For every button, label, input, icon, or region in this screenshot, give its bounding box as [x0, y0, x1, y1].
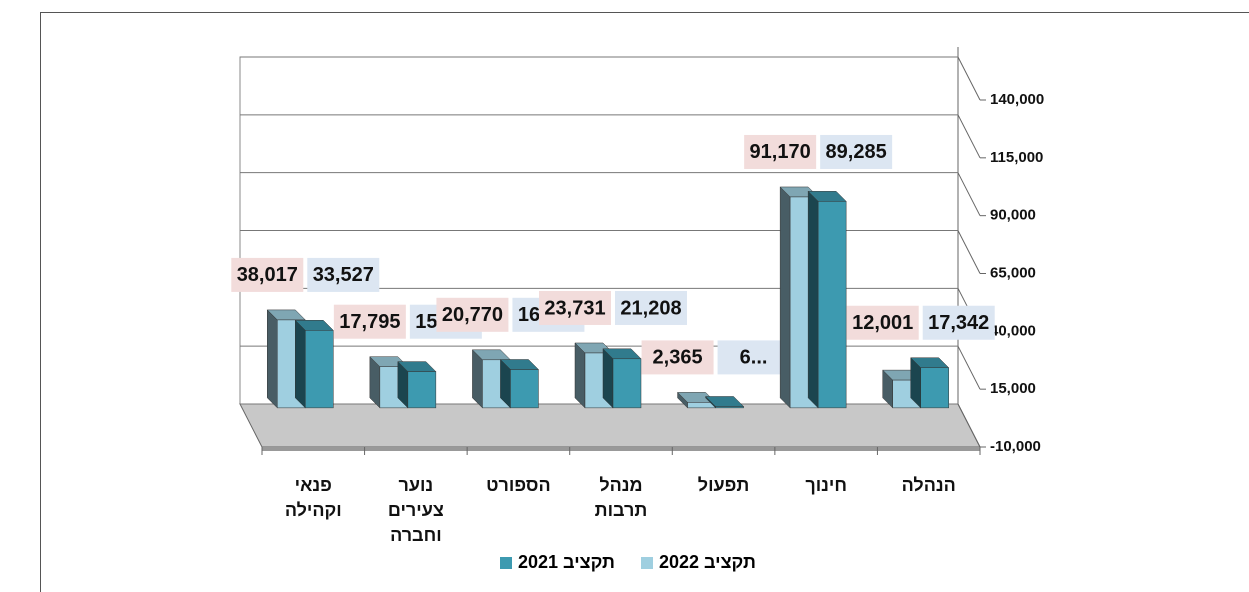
x-tick-label: הספורט [486, 475, 551, 495]
data-label-text: 17,795 [339, 311, 400, 333]
data-label-text: 12,001 [852, 312, 913, 334]
y-tick-label: 65,000 [990, 264, 1036, 281]
data-label-bg [641, 340, 714, 375]
tick-mark [957, 403, 981, 448]
data-label: 2,365 [641, 340, 714, 375]
data-label-bg [922, 305, 995, 340]
y-tick-label: 40,000 [990, 322, 1036, 339]
data-label-bg [539, 290, 611, 325]
legend-item: תקציב 2022 [640, 552, 756, 573]
bar-side [574, 342, 586, 409]
y-tick-label: 90,000 [990, 207, 1036, 224]
bar-side [267, 309, 278, 409]
bar [807, 190, 847, 409]
bar [369, 356, 409, 409]
x-tick-label: חינוך [805, 475, 847, 495]
bar-side [295, 319, 306, 409]
x-tick-label: תפעול [697, 475, 750, 495]
data-label: 23,731 [539, 290, 611, 325]
legend: תקציב 2021 תקציב 2022 [500, 552, 756, 573]
data-label: 17,342 [922, 305, 995, 340]
data-label: 17,795 [333, 304, 406, 339]
bar [676, 391, 717, 409]
legend-label: תקציב 2022 [658, 552, 756, 572]
data-label-bg [846, 305, 919, 340]
y-tick-label: -10,000 [990, 438, 1041, 455]
bar-front [817, 201, 847, 409]
tick-mark [957, 172, 981, 216]
x-tick-label: פנאי וקהילה [284, 475, 342, 520]
data-label-text: 21,208 [620, 297, 681, 319]
floor [239, 403, 981, 448]
bar-side [602, 348, 614, 409]
data-label: 6... [717, 340, 790, 375]
data-label-text: 33,527 [313, 264, 374, 286]
bar [499, 358, 540, 409]
data-label-bg [231, 257, 304, 292]
bar-side [779, 186, 791, 409]
data-label-text: 23,731 [544, 297, 605, 319]
tick-mark [957, 230, 981, 274]
data-label-bg [307, 257, 380, 292]
bar-side [807, 190, 819, 409]
data-label: 12,001 [846, 305, 919, 340]
tick-mark [957, 114, 981, 159]
bar [910, 357, 950, 409]
legend-label: תקציב 2021 [518, 552, 615, 572]
data-label-bg [436, 297, 509, 332]
data-label: 20,770 [436, 297, 509, 332]
data-label-text: 6... [740, 347, 768, 369]
data-label-bg [333, 304, 406, 339]
data-label-text: 17,342 [928, 312, 989, 334]
data-label-text: 2,365 [653, 347, 703, 369]
x-tick-label: נוער צעירים וחברה [387, 475, 444, 545]
bar-front [510, 369, 539, 409]
bar [704, 395, 745, 409]
legend-swatch [640, 556, 653, 569]
data-label: 33,527 [307, 257, 380, 292]
data-label-bg [717, 340, 790, 375]
tick-mark [957, 56, 981, 101]
y-tick-label: 115,000 [990, 149, 1043, 166]
bar-front [920, 367, 949, 409]
data-label-text: 38,017 [237, 264, 298, 286]
data-label: 91,170 [744, 134, 817, 169]
data-label: 21,208 [615, 290, 687, 325]
y-tick-label: 140,000 [990, 91, 1044, 108]
data-label-bg [820, 134, 893, 169]
bar [397, 360, 437, 409]
legend-swatch [500, 556, 512, 569]
frame [40, 12, 1249, 592]
x-tick-label: הנהלה [901, 475, 956, 495]
y-tick-label: 15,000 [990, 380, 1036, 397]
bar-front [407, 371, 437, 409]
x-tick-label: מנהל תרבות [594, 475, 648, 520]
bar-front [715, 406, 744, 409]
data-label: 38,017 [231, 257, 304, 292]
bar [294, 319, 334, 409]
bar-front [305, 330, 334, 409]
bar [602, 348, 642, 409]
data-label-text: 89,285 [826, 141, 887, 163]
floor-front [262, 447, 980, 451]
legend-item: תקציב 2021 [500, 552, 615, 573]
data-label-text: 91,170 [750, 141, 811, 163]
tick-mark [957, 345, 981, 390]
data-label-text: 20,770 [442, 304, 503, 326]
data-label-bg [615, 290, 687, 325]
data-label: 89,285 [820, 134, 893, 169]
data-label-bg [744, 134, 817, 169]
bar-front [612, 358, 642, 409]
